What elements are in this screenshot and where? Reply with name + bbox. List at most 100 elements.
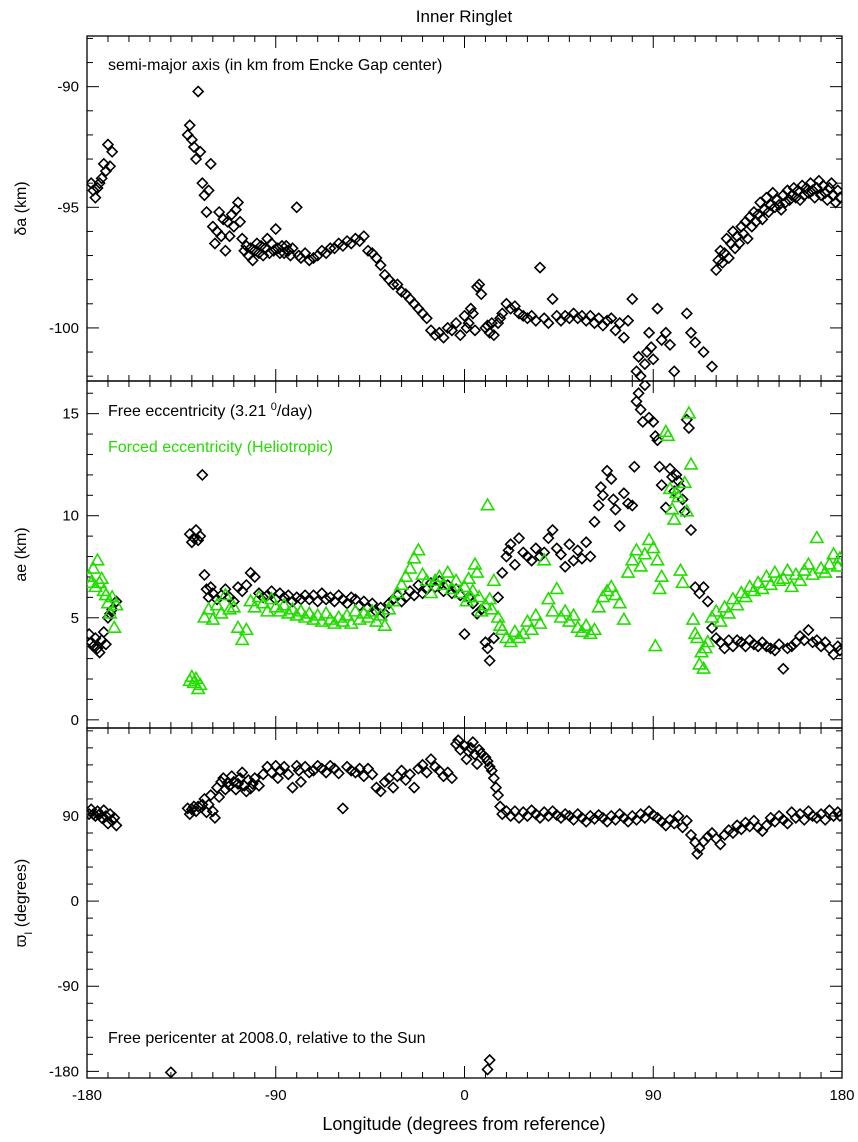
data-point-diamond [806,636,819,649]
data-point-diamond [779,196,792,209]
data-point-diamond [103,160,117,173]
data-point-diamond [600,314,614,327]
data-point-triangle [406,550,422,564]
data-point-triangle [651,581,668,595]
data-point-diamond [596,489,610,502]
data-point-diamond [785,806,798,819]
data-point-diamond [680,814,693,827]
data-point-diamond [546,523,559,537]
data-point-diamond [204,157,217,170]
data-point-diamond [248,570,261,584]
data-point-triangle [607,587,624,601]
data-point-diamond [473,278,486,291]
data-point-triangle [582,626,598,640]
data-point-triangle [440,564,456,578]
data-point-triangle [104,589,120,603]
data-point-diamond [466,307,480,320]
data-point-diamond [663,338,677,351]
data-point-triangle [679,503,695,517]
data-point-diamond [192,534,205,547]
data-point-diamond [504,538,517,551]
legend-text: /day) [277,403,313,420]
data-point-triangle [685,611,701,625]
data-point-diamond [324,242,337,255]
data-point-triangle [712,613,728,627]
data-point-diamond [823,642,836,655]
data-point-diamond [278,591,291,604]
data-point-diamond [491,591,505,604]
data-point-diamond [697,345,710,359]
data-point-triangle [222,601,238,615]
data-point-diamond [89,191,102,204]
data-point-diamond [607,493,620,506]
data-point-diamond [722,251,735,265]
data-point-diamond [831,806,842,819]
data-point-triangle [471,589,487,603]
y-tick-label: -95 [57,199,79,216]
data-point-diamond [802,186,815,199]
data-point-diamond [642,326,656,339]
data-point-diamond [280,239,293,253]
data-point-diamond [391,278,404,291]
data-point-diamond [682,421,696,435]
data-point-triangle [465,583,481,597]
data-point-diamond [374,785,387,798]
data-point-diamond [494,312,507,325]
data-point-diamond [336,802,349,815]
data-point-diamond [445,772,459,785]
data-point-diamond [684,828,698,842]
data-point-diamond [101,817,115,830]
x-tick-label: 90 [645,1087,662,1104]
data-point-triangle [364,603,380,617]
data-point-diamond [512,811,526,824]
data-point-triangle [771,572,787,587]
data-point-diamond [196,177,209,190]
data-point-diamond [470,280,484,294]
data-point-diamond [668,817,681,830]
data-point-diamond [110,819,123,832]
data-point-diamond [756,213,769,226]
plot-frame [86,380,843,729]
data-point-diamond [592,312,605,325]
y-tick-label: -90 [57,978,79,995]
data-point-diamond [278,247,291,260]
data-point-diamond [366,768,379,781]
data-point-diamond [680,307,693,320]
data-point-diamond [219,583,232,596]
data-point-diamond [403,768,417,781]
data-point-triangle [664,501,680,515]
data-point-triangle [677,474,693,489]
data-point-diamond [609,503,622,516]
data-point-triangle [377,617,393,631]
data-point-diamond [366,597,379,610]
data-point-triangle [310,607,326,621]
data-point-diamond [202,184,215,197]
data-point-triangle [832,550,842,564]
data-point-diamond [240,785,253,798]
data-point-diamond [626,292,639,306]
data-point-diamond [208,811,222,824]
data-point-diamond [466,736,480,749]
data-point-triangle [106,619,122,634]
data-point-diamond [571,312,584,325]
data-point-triangle [603,579,619,593]
data-point-diamond [605,312,618,325]
data-point-diamond [584,550,597,563]
data-point-triangle [276,597,292,611]
data-point-diamond [487,632,500,645]
data-point-triangle [545,603,561,617]
data-point-diamond [733,237,746,250]
data-point-diamond [219,244,232,257]
data-point-diamond [693,587,706,600]
data-point-diamond [246,254,259,267]
data-point-diamond [487,772,500,785]
data-point-diamond [638,381,651,392]
data-point-diamond [819,813,832,826]
data-point-diamond [789,811,802,824]
data-point-diamond [605,472,618,486]
y-tick-label: -180 [49,1063,79,1080]
data-point-triangle [234,632,250,646]
data-point-triangle [689,630,705,644]
data-point-diamond [613,519,626,533]
data-point-triangle [670,489,686,503]
